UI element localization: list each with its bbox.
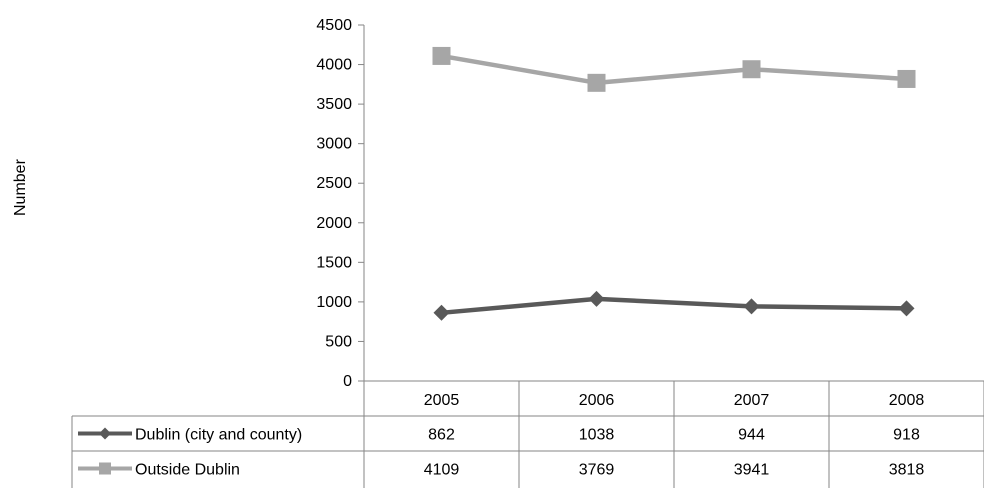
y-tick-label: 2500: [316, 175, 352, 192]
y-tick-label: 2000: [316, 215, 352, 232]
y-tick-label: 3000: [316, 136, 352, 153]
y-tick-label: 1500: [316, 254, 352, 271]
x-category-label: 2005: [424, 392, 460, 409]
data-table-value: 1038: [579, 427, 615, 444]
y-tick-label: 0: [343, 373, 352, 390]
x-category-label: 2008: [889, 392, 925, 409]
data-point: [897, 69, 916, 88]
data-table-value: 862: [428, 427, 455, 444]
y-tick-label: 3500: [316, 96, 352, 113]
x-category-label: 2007: [734, 392, 770, 409]
series-lines: [432, 46, 916, 321]
x-category-label: 2006: [579, 392, 615, 409]
data-table-value: 3769: [579, 462, 615, 479]
y-tick-label: 1000: [316, 294, 352, 311]
legend-series-name: Outside Dublin: [135, 462, 240, 479]
y-tick-label: 4000: [316, 57, 352, 74]
data-table-value: 3941: [734, 462, 770, 479]
data-point: [588, 290, 605, 307]
data-table-value: 944: [738, 427, 765, 444]
axes: [358, 24, 365, 382]
data-table-value: 3818: [889, 462, 925, 479]
series-line: [441, 296, 907, 316]
data-point: [432, 46, 451, 65]
data-point: [743, 298, 760, 315]
y-tick-labels: 0 500 1000 1500 2000 2500 3000 3500 4000 4500: [316, 17, 352, 390]
data-table: 2005 2006 2007 2008 Dublin (city and county)…: [71, 380, 984, 488]
series-line: [441, 53, 907, 86]
data-point: [433, 304, 450, 321]
legend-key-marker: [99, 427, 111, 440]
y-tick-label: 500: [325, 333, 352, 350]
data-table-value: 4109: [424, 462, 460, 479]
legend-series-name: Dublin (city and county): [135, 427, 302, 444]
y-tick-label: 4500: [316, 17, 352, 34]
data-point: [587, 73, 606, 92]
data-point: [898, 300, 915, 317]
legend-key-marker: [99, 462, 111, 475]
data-point: [742, 60, 761, 79]
data-table-value: 918: [893, 427, 920, 444]
